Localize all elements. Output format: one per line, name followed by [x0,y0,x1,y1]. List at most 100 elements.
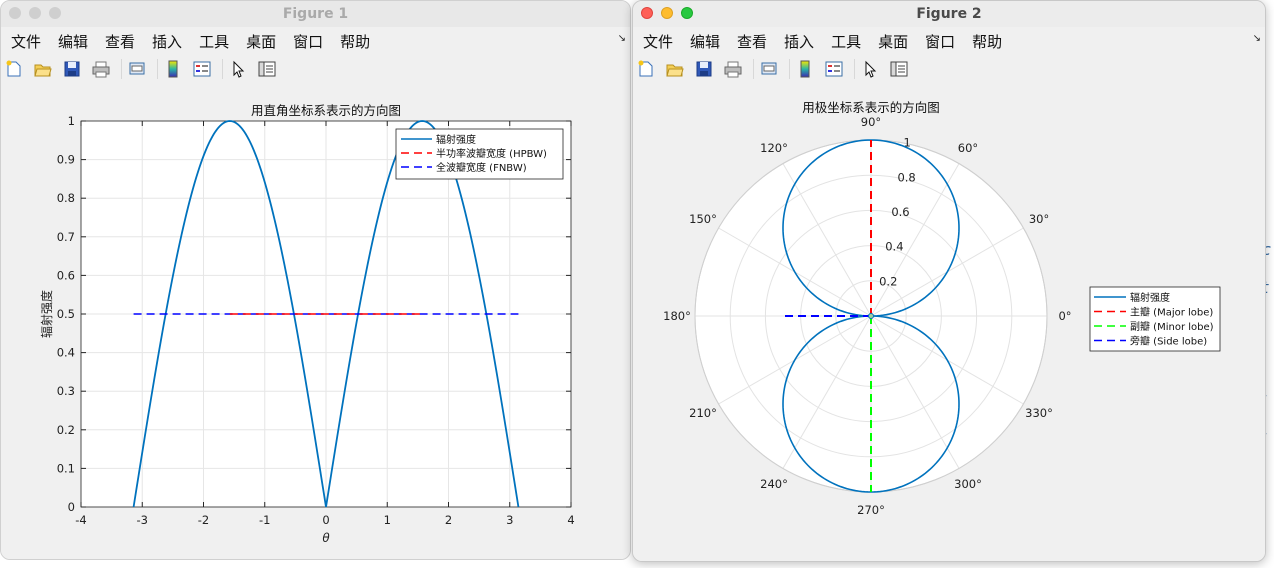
x-tick-label: -3 [137,513,148,527]
polar-grid-spoke [782,315,872,469]
x-tick-label: -1 [259,513,270,527]
minimize-button[interactable] [29,7,41,19]
menu-view[interactable]: 查看 [105,32,136,51]
window-title: Figure 2 [916,6,982,22]
menu-desktop[interactable]: 桌面 [878,32,909,51]
figure2-window[interactable]: Figure 2 文件 编辑 查看 插入 工具 桌面 窗口 帮助 ↘ 0° 30°… [632,0,1266,562]
save-icon[interactable] [695,60,713,78]
window-controls [641,7,693,19]
y-tick-label: 0.8 [57,191,75,205]
figure2-plot-area: 0° 30° 60° 90° 120° 150° 180° 210° 240° 270° 300° 3… [633,85,1265,561]
polar-grid-spoke [782,163,872,317]
theta-tick-label: 300° [954,477,982,491]
x-tick-label: -4 [75,513,86,527]
toolbar-separator [753,59,754,79]
legend-label: 辐射强度 [1130,291,1170,304]
polar-grid-spoke [870,163,960,317]
menu-insert[interactable]: 插入 [784,32,815,51]
property-editor-icon[interactable] [258,60,276,78]
x-tick-label: 2 [445,513,452,527]
polar-chart[interactable]: 0° 30° 60° 90° 120° 150° 180° 210° 240° 270° 300° 3… [633,85,1265,561]
theta-tick-label: 210° [689,406,717,420]
legend-label: 旁瓣 (Side lobe) [1130,335,1207,348]
print-preview-icon[interactable] [760,60,778,78]
legend-label: 全波瓣宽度 (FNBW) [436,161,527,174]
zoom-button[interactable] [49,7,61,19]
y-tick-label: 0.9 [57,153,75,167]
y-tick-label: 0.6 [57,268,75,282]
theta-tick-label: 30° [1029,212,1049,226]
zoom-button[interactable] [681,7,693,19]
menu-help[interactable]: 帮助 [340,32,371,51]
figure1-window[interactable]: Figure 1 文件 编辑 查看 插入 工具 桌面 窗口 帮助 ↘ -4 -3 -… [0,0,631,560]
r-tick-label: 0.6 [891,205,909,219]
figure1-titlebar[interactable]: Figure 1 [1,1,630,27]
print-icon[interactable] [92,60,110,78]
menu-window[interactable]: 窗口 [925,32,956,51]
theta-tick-label: 240° [760,477,788,491]
menu-edit[interactable]: 编辑 [58,32,89,51]
theta-tick-label: 0° [1058,309,1071,323]
menu-help[interactable]: 帮助 [972,32,1003,51]
new-figure-icon[interactable] [637,60,655,78]
menubar: 文件 编辑 查看 插入 工具 桌面 窗口 帮助 ↘ [1,29,630,53]
x-tick-label: 1 [384,513,391,527]
chart-title: 用直角坐标系表示的方向图 [251,103,401,118]
pointer-icon[interactable] [861,60,879,78]
legend-label: 主瓣 (Major lobe) [1130,307,1213,319]
colorbar-icon[interactable] [796,60,814,78]
menubar: 文件 编辑 查看 插入 工具 桌面 窗口 帮助 ↘ [633,29,1265,53]
toolbar-separator [157,59,158,79]
theta-tick-label: 330° [1025,406,1053,420]
x-tick-label: 0 [322,513,329,527]
y-tick-label: 0.2 [57,423,75,437]
window-title: Figure 1 [282,6,349,22]
figure2-titlebar[interactable]: Figure 2 [633,1,1265,27]
menu-insert[interactable]: 插入 [152,32,183,51]
r-tick-label: 0.4 [885,240,903,254]
new-figure-icon[interactable] [5,60,23,78]
r-tick-label: 0.2 [879,274,897,288]
minimize-button[interactable] [661,7,673,19]
menu-dock-icon[interactable]: ↘ [617,33,626,44]
y-tick-label: 0.5 [57,307,75,321]
x-tick-label: 4 [567,513,574,527]
close-button[interactable] [9,7,21,19]
menu-edit[interactable]: 编辑 [690,32,721,51]
theta-tick-label: 150° [689,212,717,226]
y-tick-label: 0.3 [57,384,75,398]
legend-icon[interactable] [193,60,211,78]
close-button[interactable] [641,7,653,19]
property-editor-icon[interactable] [890,60,908,78]
save-icon[interactable] [63,60,81,78]
print-preview-icon[interactable] [128,60,146,78]
toolbar [633,57,1265,81]
menu-desktop[interactable]: 桌面 [246,32,277,51]
background-text-fragment: c [1262,240,1271,259]
menu-tools[interactable]: 工具 [199,32,230,51]
menu-window[interactable]: 窗口 [293,32,324,51]
r-tick-label: 1 [904,136,911,150]
x-axis-label: θ [322,531,330,545]
pointer-icon[interactable] [229,60,247,78]
y-tick-label: 1 [68,114,75,128]
open-file-icon[interactable] [666,60,684,78]
rect-chart[interactable]: -4 -3 -2 -1 0 1 2 3 4 0 0.1 0.2 0.3 0.4 0.5 0.6 0.7 0.8 0.… [1,85,630,559]
theta-tick-label: 60° [958,141,978,155]
window-controls [9,7,61,19]
print-icon[interactable] [724,60,742,78]
open-file-icon[interactable] [34,60,52,78]
menu-dock-icon[interactable]: ↘ [1252,33,1261,44]
legend-icon[interactable] [825,60,843,78]
x-tick-label: -2 [198,513,209,527]
y-tick-label: 0 [68,500,75,514]
menu-file[interactable]: 文件 [11,32,42,51]
menu-file[interactable]: 文件 [643,32,674,51]
y-tick-label: 0.1 [57,461,75,475]
x-tick-label: 3 [506,513,513,527]
colorbar-icon[interactable] [164,60,182,78]
theta-tick-label: 180° [663,309,691,323]
menu-view[interactable]: 查看 [737,32,768,51]
menu-tools[interactable]: 工具 [831,32,862,51]
theta-tick-label: 90° [861,115,881,129]
